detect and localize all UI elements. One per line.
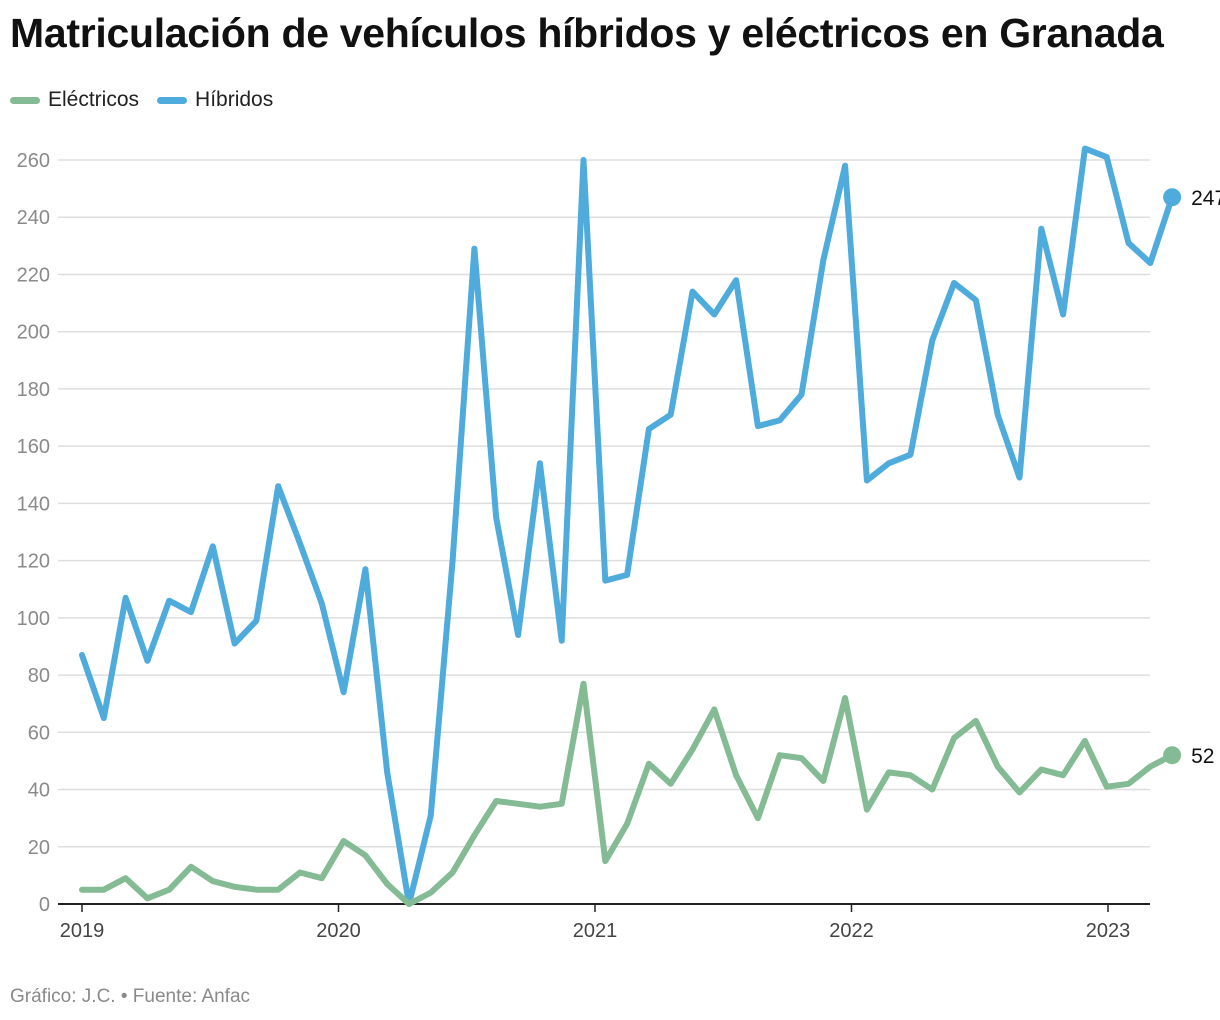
series-end-label-hibridos: 247 xyxy=(1191,187,1220,210)
chart-title: Matriculación de vehículos híbridos y el… xyxy=(10,10,1164,56)
legend-item-electricos: Eléctricos xyxy=(10,88,139,112)
y-tick-label-260: 260 xyxy=(17,150,50,172)
y-tick-label-20: 20 xyxy=(28,837,50,859)
legend-label-electricos: Eléctricos xyxy=(48,88,140,111)
y-tick-label-100: 100 xyxy=(17,608,50,630)
y-tick-label-140: 140 xyxy=(17,493,50,515)
y-tick-label-200: 200 xyxy=(17,322,50,344)
series-end-label-electricos: 52 xyxy=(1191,745,1214,768)
series-end-dot-hibridos xyxy=(1163,188,1182,207)
series-end-dot-electricos xyxy=(1163,746,1182,765)
x-tick-label-2019: 2019 xyxy=(60,920,105,942)
y-tick-label-220: 220 xyxy=(17,264,50,286)
y-tick-label-60: 60 xyxy=(28,722,50,744)
y-tick-label-120: 120 xyxy=(17,551,50,573)
x-tick-label-2021: 2021 xyxy=(573,920,618,942)
legend-swatch-electricos xyxy=(10,96,40,104)
series-line-electricos xyxy=(79,680,1176,907)
y-tick-label-0: 0 xyxy=(39,894,50,916)
series-line-hibridos xyxy=(79,145,1176,907)
legend-swatch-hibridos xyxy=(157,96,188,104)
legend: Eléctricos Híbridos xyxy=(10,88,291,112)
x-tick-label-2023: 2023 xyxy=(1086,920,1131,942)
y-tick-label-40: 40 xyxy=(28,780,50,802)
source-credit: Gráfico: J.C. • Fuente: Anfac xyxy=(10,986,251,1007)
y-tick-label-240: 240 xyxy=(17,207,50,229)
x-tick-label-2022: 2022 xyxy=(829,920,874,942)
legend-label-hibridos: Híbridos xyxy=(195,88,274,111)
y-tick-label-160: 160 xyxy=(17,436,50,458)
x-tick-label-2020: 2020 xyxy=(316,920,361,942)
y-tick-label-80: 80 xyxy=(28,665,50,687)
y-tick-label-180: 180 xyxy=(17,379,50,401)
legend-item-hibridos: Híbridos xyxy=(157,88,273,112)
